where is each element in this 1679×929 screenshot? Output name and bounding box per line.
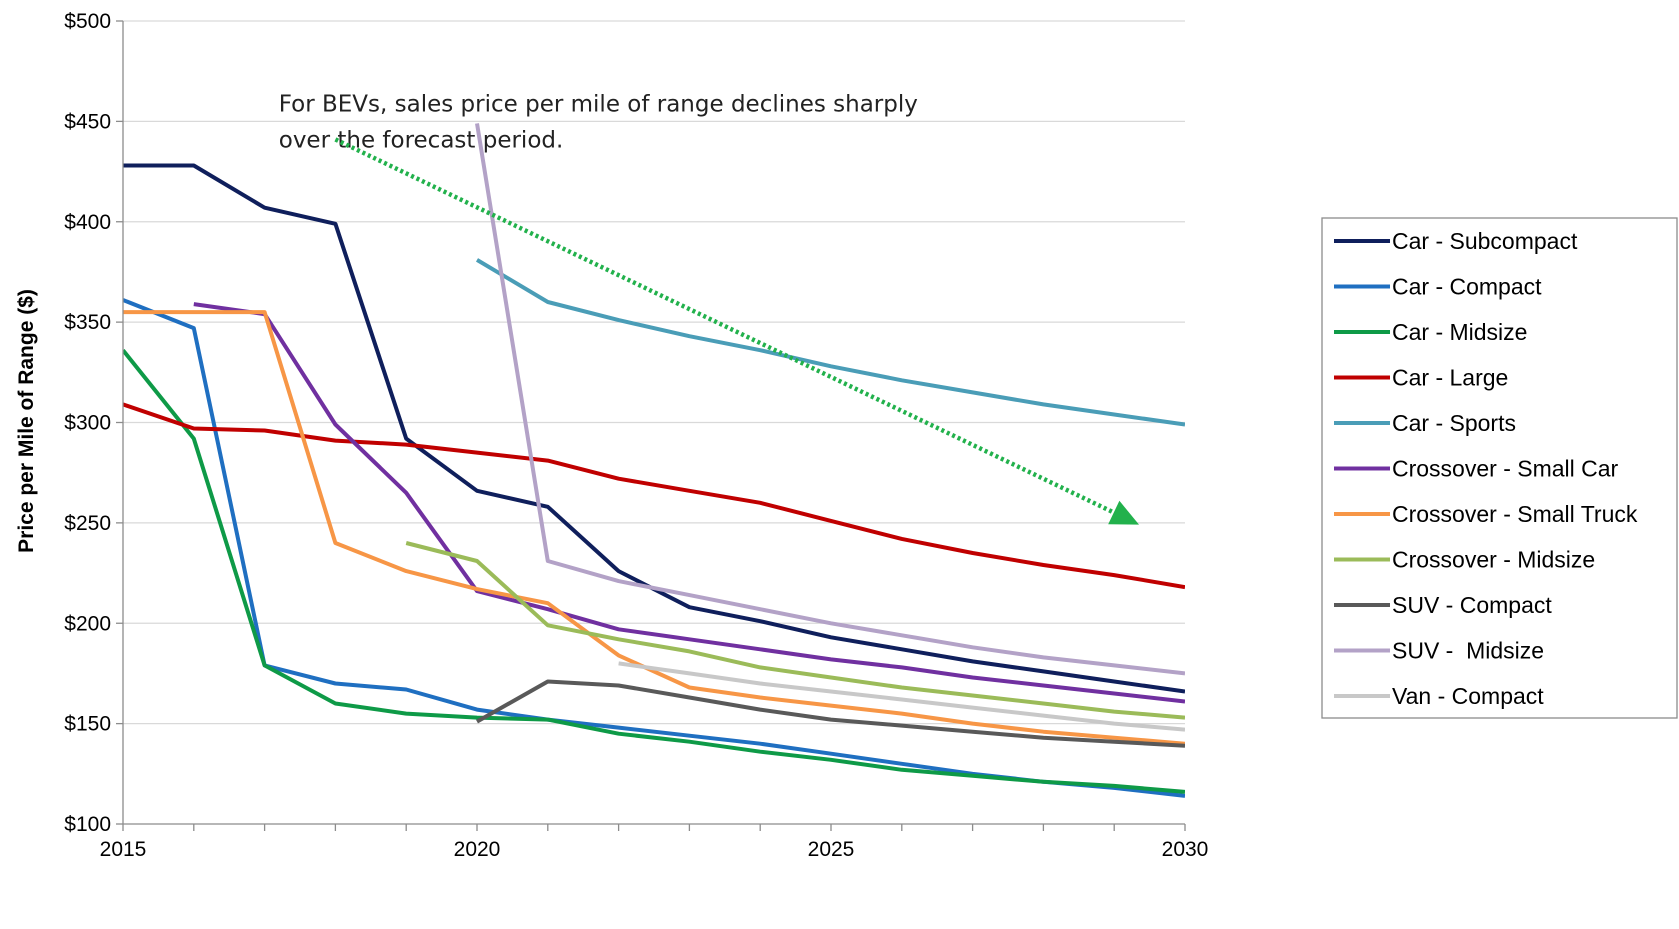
annotation-line: over the forecast period. bbox=[279, 127, 564, 153]
series-line-6 bbox=[123, 310, 1185, 746]
series-line-5 bbox=[193, 302, 1185, 704]
x-tick-label: 2030 bbox=[1162, 838, 1209, 861]
tick-labels: $100 $150 $200 $250 $300 $350 $400 $450 $500 2015… bbox=[64, 10, 1208, 861]
legend-label-0: Car - Subcompact bbox=[1392, 228, 1578, 254]
legend-label-4: Car - Sports bbox=[1392, 410, 1516, 436]
x-tick-label: 2025 bbox=[808, 838, 855, 861]
y-tick-label: $150 bbox=[64, 713, 111, 736]
trend-arrow bbox=[334, 137, 1139, 525]
series-line-10 bbox=[618, 661, 1185, 732]
legend-label-8: SUV - Compact bbox=[1392, 592, 1552, 618]
series-line-0 bbox=[123, 163, 1185, 694]
x-tick-label: 2015 bbox=[100, 838, 147, 861]
annotation: For BEVs, sales price per mile of range … bbox=[279, 91, 918, 153]
legend: Car - Subcompact Car - Compact Car - Midsi… bbox=[1321, 217, 1678, 719]
series-line-8 bbox=[476, 679, 1185, 748]
y-tick-label: $250 bbox=[64, 512, 111, 535]
annotation-line: For BEVs, sales price per mile of range … bbox=[279, 91, 918, 117]
legend-label-6: Crossover - Small Truck bbox=[1392, 501, 1638, 527]
legend-label-2: Car - Midsize bbox=[1392, 319, 1527, 345]
axes bbox=[116, 20, 1186, 831]
y-tick-label: $450 bbox=[64, 110, 111, 133]
series-line-7 bbox=[405, 541, 1185, 720]
legend-label-1: Car - Compact bbox=[1392, 274, 1542, 300]
legend-label-10: Van - Compact bbox=[1392, 683, 1544, 709]
y-tick-label: $500 bbox=[64, 10, 111, 33]
trend-arrow-head bbox=[1108, 500, 1139, 525]
y-tick-label: $200 bbox=[64, 612, 111, 635]
series-line-2 bbox=[123, 348, 1185, 794]
y-tick-label: $400 bbox=[64, 211, 111, 234]
legend-label-9: SUV - Midsize bbox=[1392, 638, 1544, 664]
y-tick-label: $350 bbox=[64, 311, 111, 334]
y-axis-label: Price per Mile of Range ($) bbox=[15, 289, 38, 553]
y-tick-label: $300 bbox=[64, 412, 111, 435]
series-lines bbox=[123, 123, 1185, 798]
series-line-9 bbox=[475, 123, 1185, 676]
legend-label-5: Crossover - Small Car bbox=[1392, 456, 1619, 482]
legend-label-3: Car - Large bbox=[1392, 365, 1508, 391]
y-tick-label: $100 bbox=[64, 813, 111, 836]
series-line-3 bbox=[123, 402, 1185, 590]
legend-label-7: Crossover - Midsize bbox=[1392, 547, 1595, 573]
series-line-4 bbox=[475, 258, 1185, 427]
x-tick-label: 2020 bbox=[454, 838, 501, 861]
trend-arrow-shaft bbox=[334, 137, 1115, 515]
